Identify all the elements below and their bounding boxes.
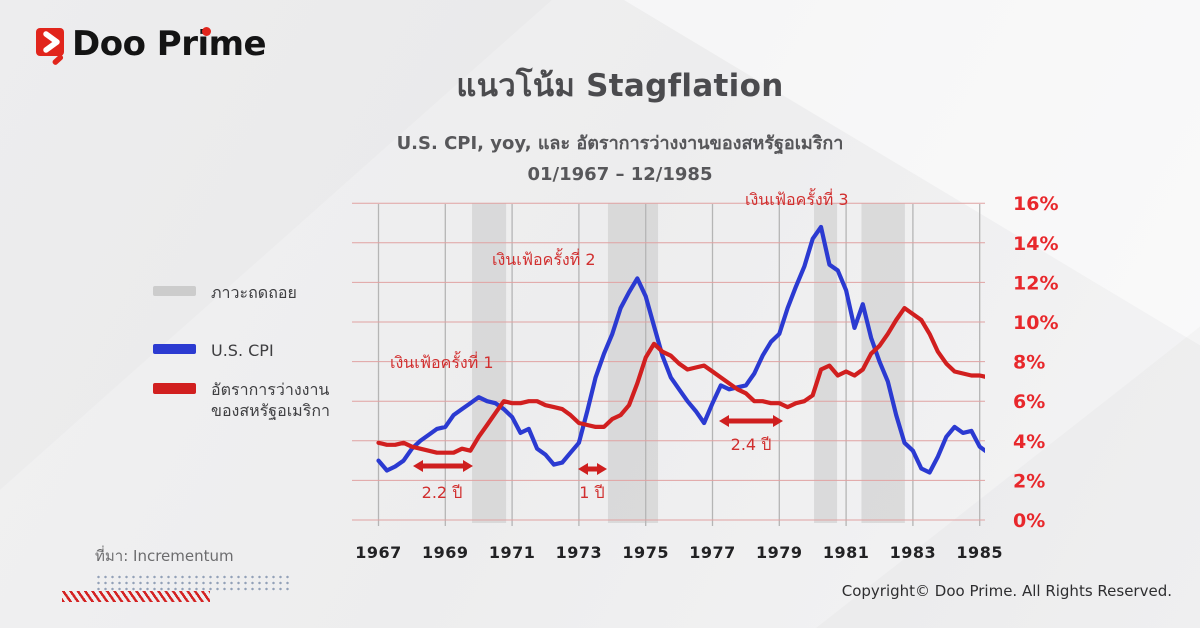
x-tick-label: 1977 — [689, 543, 736, 562]
duration-arrow — [719, 415, 783, 427]
unemployment-swatch — [153, 383, 196, 394]
y-tick-label: 14% — [1013, 233, 1058, 255]
x-tick-label: 1969 — [422, 543, 469, 562]
doo-prime-logo-icon — [36, 28, 64, 65]
duration-label: 2.2 ปี — [422, 483, 463, 502]
legend-label-unemployment: อัตราการว่างงาน ของสหรัฐอเมริกา — [211, 379, 330, 421]
logo-i-dot — [202, 27, 211, 36]
duration-arrow — [413, 460, 473, 472]
legend-item-recession: ภาวะถดถอย — [153, 282, 297, 303]
logo-text: Doo Prime — [72, 24, 267, 64]
inflation-label: เงินเฟ้อครั้งที่ 2 — [492, 248, 596, 269]
y-tick-label: 12% — [1013, 272, 1058, 294]
x-tick-label: 1979 — [756, 543, 803, 562]
x-tick-label: 1983 — [890, 543, 937, 562]
duration-arrow — [578, 463, 607, 475]
x-tick-label: 1973 — [556, 543, 603, 562]
page-title: แนวโน้ม Stagflation — [456, 68, 784, 104]
x-tick-label: 1975 — [622, 543, 669, 562]
x-tick-label: 1971 — [489, 543, 536, 562]
source-label: ที่มา: Incrementum — [95, 547, 234, 565]
y-tick-label: 16% — [1013, 193, 1058, 215]
recession-band — [861, 203, 905, 523]
dots-decoration — [95, 574, 291, 591]
legend-item-unemployment: อัตราการว่างงาน ของสหรัฐอเมริกา — [153, 379, 330, 421]
legend-item-cpi: U.S. CPI — [153, 340, 274, 361]
y-tick-label: 10% — [1013, 312, 1058, 334]
legend-label-recession: ภาวะถดถอย — [211, 283, 297, 302]
legend-label-unemployment-line1: อัตราการว่างงาน — [211, 380, 330, 399]
title-block: แนวโน้ม Stagflation U.S. CPI, yoy, และ อ… — [280, 60, 960, 185]
y-tick-label: 4% — [1013, 431, 1045, 453]
chart-period: 01/1967 – 12/1985 — [527, 164, 713, 185]
unemployment-line — [376, 306, 985, 455]
recession-band — [607, 203, 659, 523]
x-tick-label: 1981 — [823, 543, 870, 562]
legend-label-cpi: U.S. CPI — [211, 341, 274, 360]
y-tick-label: 2% — [1013, 470, 1045, 492]
cpi-swatch — [153, 344, 196, 354]
x-tick-label: 1967 — [355, 543, 402, 562]
recession-swatch — [153, 286, 196, 296]
chart-subtitle: U.S. CPI, yoy, และ อัตราการว่างงานของสหร… — [396, 133, 844, 154]
y-tick-label: 8% — [1013, 352, 1045, 374]
inflation-label: เงินเฟ้อครั้งที่ 3 — [745, 188, 849, 209]
recession-band — [814, 203, 838, 523]
duration-label: 2.4 ปี — [731, 435, 772, 454]
duration-label: 1 ปี — [579, 483, 604, 502]
recession-band — [472, 203, 507, 523]
legend-label-unemployment-line2: ของสหรัฐอเมริกา — [211, 401, 330, 420]
y-tick-label: 6% — [1013, 391, 1045, 413]
x-tick-label: 1985 — [956, 543, 1003, 562]
inflation-label: เงินเฟ้อครั้งที่ 1 — [390, 351, 494, 372]
hatch-decoration — [62, 591, 210, 602]
y-tick-label: 0% — [1013, 510, 1045, 532]
cpi-line — [376, 224, 985, 475]
copyright-label: Copyright© Doo Prime. All Rights Reserve… — [841, 582, 1172, 600]
